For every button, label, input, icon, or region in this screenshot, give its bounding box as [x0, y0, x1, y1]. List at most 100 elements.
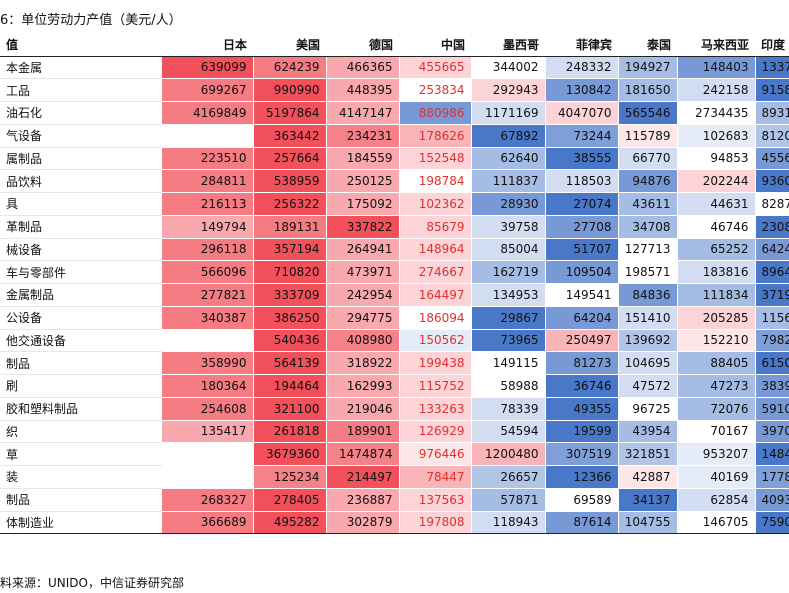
heat-cell: 29867 — [471, 306, 546, 330]
heat-cell: 564139 — [253, 351, 327, 375]
row-label: 本金属 — [0, 56, 162, 80]
heat-cell: 321851 — [618, 442, 678, 466]
heat-cell: 566096 — [162, 260, 254, 284]
column-header: 美国 — [253, 33, 326, 57]
heat-cell: 47572 — [618, 374, 678, 398]
table-row: 体制造业 366689 495282 302879 197808 118943 87614 1… — [0, 511, 789, 535]
row-label: 制品 — [0, 488, 162, 512]
column-header: 马来西亚 — [677, 33, 755, 57]
chart-title: 6：单位劳动力产值（美元/人） — [0, 13, 182, 28]
heat-cell: 194464 — [253, 374, 327, 398]
heat-cell: 104695 — [618, 351, 678, 375]
heat-cell: 149541 — [545, 283, 619, 307]
table-row: 公设备 340387 386250 294775 186094 29867 64204 151… — [0, 306, 789, 330]
heat-cell: 639099 — [162, 56, 254, 80]
heat-cell: 189901 — [326, 420, 400, 444]
row-label: 他交通设备 — [0, 329, 162, 353]
heat-cell: 64248 — [755, 238, 789, 262]
heat-cell: 84836 — [618, 283, 678, 307]
heat-cell: 139692 — [618, 329, 678, 353]
table-row: 胶和塑料制品 254608 321100 219046 133263 78339 49355… — [0, 397, 789, 421]
heat-cell: 565546 — [618, 101, 678, 125]
heat-cell: 198784 — [399, 169, 472, 193]
table-row: 装 125234 214497 78447 26657 12366 42887 40169 17… — [0, 465, 789, 489]
row-label: 械设备 — [0, 238, 162, 262]
table-row: 具 216113 256322 175092 102362 28930 27074 43611… — [0, 192, 789, 216]
heat-cell: 34708 — [618, 215, 678, 239]
heat-cell: 199438 — [399, 351, 472, 375]
heat-cell: 202244 — [677, 169, 756, 193]
column-header: 菲律宾 — [545, 33, 618, 57]
heat-cell: 321100 — [253, 397, 327, 421]
heat-cell: 152548 — [399, 147, 472, 171]
heat-cell: 538959 — [253, 169, 327, 193]
heat-cell: 302879 — [326, 511, 400, 535]
heat-cell: 115688 — [755, 306, 789, 330]
heat-cell: 127713 — [618, 238, 678, 262]
heat-cell: 62854 — [677, 488, 756, 512]
row-label: 胶和塑料制品 — [0, 397, 162, 421]
heat-cell: 34137 — [618, 488, 678, 512]
row-label: 金属制品 — [0, 283, 162, 307]
heat-cell: 198571 — [618, 260, 678, 284]
heat-cell: 340387 — [162, 306, 254, 330]
row-label: 装 — [0, 465, 162, 489]
table-row: 织 135417 261818 189901 126929 54594 19599 43954… — [0, 420, 789, 444]
heat-cell: 75906 — [755, 511, 789, 535]
heat-cell: 133263 — [399, 397, 472, 421]
heat-cell — [162, 124, 254, 148]
table-row: 械设备 296118 357194 264941 148964 85004 51707 127… — [0, 238, 789, 262]
heat-cell: 261818 — [253, 420, 327, 444]
heat-cell: 57871 — [471, 488, 546, 512]
heat-cell: 256322 — [253, 192, 327, 216]
heat-cell: 5197864 — [253, 101, 327, 125]
heat-cell: 94853 — [677, 147, 756, 171]
heat-cell: 180364 — [162, 374, 254, 398]
heat-cell: 152210 — [677, 329, 756, 353]
heat-cell: 118503 — [545, 169, 619, 193]
heat-cell: 234231 — [326, 124, 400, 148]
table-row: 属制品 223510 257664 184559 152548 62640 38555 667… — [0, 147, 789, 171]
heat-cell: 94876 — [618, 169, 678, 193]
heat-cell: 366689 — [162, 511, 254, 535]
heat-cell: 183816 — [677, 260, 756, 284]
heat-cell: 51707 — [545, 238, 619, 262]
table-row: 革制品 149794 189131 337822 85679 39758 27708 3470… — [0, 215, 789, 239]
heat-cell: 242954 — [326, 283, 400, 307]
heat-cell: 333709 — [253, 283, 327, 307]
heat-cell: 236887 — [326, 488, 400, 512]
heat-cell: 175092 — [326, 192, 400, 216]
heat-cell: 284811 — [162, 169, 254, 193]
table-row: 他交通设备 540436 408980 150562 73965 250497 139692… — [0, 329, 789, 353]
row-label: 革制品 — [0, 215, 162, 239]
heat-cell: 104755 — [618, 511, 678, 535]
heat-cell: 540436 — [253, 329, 327, 353]
row-label: 品饮料 — [0, 169, 162, 193]
heat-cell: 109504 — [545, 260, 619, 284]
heat-cell: 26657 — [471, 465, 546, 489]
heat-cell: 953207 — [677, 442, 756, 466]
heat-cell: 118943 — [471, 511, 546, 535]
heat-cell: 38399 — [755, 374, 789, 398]
heat-cell: 27074 — [545, 192, 619, 216]
heat-cell: 162993 — [326, 374, 400, 398]
heat-cell: 36746 — [545, 374, 619, 398]
heat-cell: 495282 — [253, 511, 327, 535]
column-header: 印度 — [755, 33, 789, 57]
heat-cell: 19599 — [545, 420, 619, 444]
table-row: 本金属 639099 624239 466365 455665 344002 248332 1… — [0, 56, 789, 80]
column-header: 德国 — [326, 33, 399, 57]
heat-cell: 178626 — [399, 124, 472, 148]
heat-cell: 96725 — [618, 397, 678, 421]
table-row: 车与零部件 566096 710820 473971 274667 162719 10950… — [0, 260, 789, 284]
heat-cell: 242158 — [677, 78, 756, 102]
heat-cell: 214497 — [326, 465, 400, 489]
row-label: 体制造业 — [0, 511, 162, 535]
heat-cell: 296118 — [162, 238, 254, 262]
row-header: 值 — [0, 33, 162, 57]
table-row: 刷 180364 194464 162993 115752 58988 36746 47572… — [0, 374, 789, 398]
heat-cell: 337822 — [326, 215, 400, 239]
heat-cell: 82876 — [755, 192, 789, 216]
heat-cell: 699267 — [162, 78, 254, 102]
heat-cell: 81206 — [755, 124, 789, 148]
